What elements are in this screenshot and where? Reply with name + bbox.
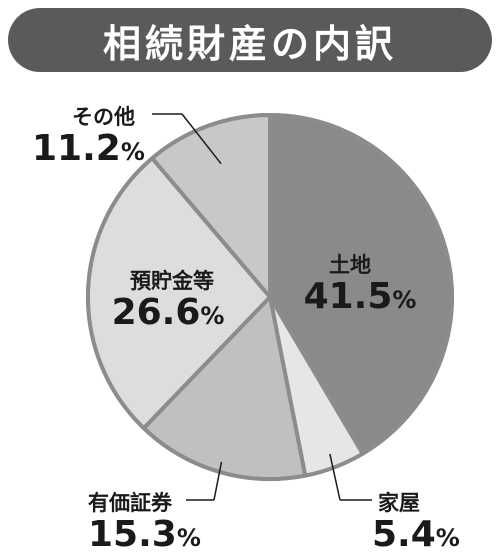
leader-line-1 (329, 453, 341, 501)
slice-value-0: 41.5% (304, 276, 417, 317)
title-banner: 相続財産の内訳 (8, 8, 492, 72)
slice-value-4: 11.2% (32, 128, 145, 169)
slice-label-4: その他 (72, 105, 135, 129)
slice-label-2: 有価証券 (88, 491, 173, 515)
leader-line-2 (213, 461, 223, 501)
slice-value-2: 15.3% (88, 514, 201, 552)
chart-title: 相続財産の内訳 (102, 21, 397, 66)
pie-slice-2 (141, 295, 308, 481)
slice-unit-0: % (392, 286, 416, 314)
slice-unit-4: % (121, 138, 145, 166)
slice-label-0: 土地 (329, 253, 371, 277)
slice-unit-2: % (177, 524, 201, 552)
slice-value-1: 5.4% (372, 514, 460, 552)
leader-line-4 (181, 113, 222, 165)
slice-label-3: 預貯金等 (130, 269, 214, 293)
slice-unit-3: % (200, 302, 224, 330)
slice-unit-1: % (436, 524, 460, 552)
pie-slice-4 (150, 113, 272, 299)
slice-label-1: 家屋 (378, 491, 420, 515)
pie-slice-3 (86, 156, 272, 431)
pie-slice-0 (268, 113, 455, 456)
